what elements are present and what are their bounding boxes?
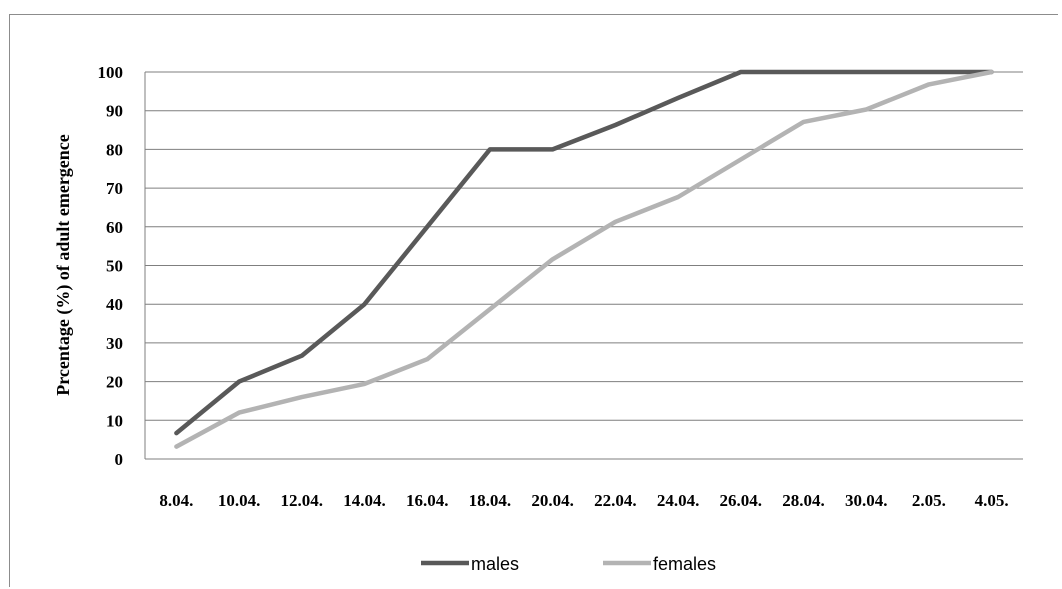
x-tick-label: 8.04.: [159, 491, 193, 510]
y-tick-label: 70: [106, 179, 123, 198]
chart-frame: [9, 14, 1058, 587]
x-tick-label: 28.04.: [782, 491, 825, 510]
x-tick-label: 16.04.: [406, 491, 449, 510]
y-tick-label: 40: [106, 295, 123, 314]
legend: males females: [421, 554, 716, 574]
series-lines: [174, 69, 994, 449]
y-tick-labels: 0 10 20 30 40 50 60 70 80 90 100: [98, 63, 124, 469]
y-tick-label: 10: [106, 411, 123, 430]
x-tick-label: 22.04.: [594, 491, 637, 510]
x-tick-label: 20.04.: [531, 491, 574, 510]
x-tick-label: 26.04.: [720, 491, 763, 510]
legend-label-females: females: [653, 554, 716, 574]
legend-label-males: males: [471, 554, 519, 574]
x-tick-label: 10.04.: [218, 491, 261, 510]
y-tick-label: 30: [106, 334, 123, 353]
y-tick-label: 90: [106, 102, 123, 121]
x-tick-label: 14.04.: [343, 491, 386, 510]
x-tick-label: 18.04.: [469, 491, 512, 510]
y-tick-label: 0: [115, 450, 124, 469]
x-tick-label: 4.05.: [975, 491, 1009, 510]
x-tick-label: 2.05.: [912, 491, 946, 510]
y-tick-label: 100: [98, 63, 124, 82]
series-line-females: [174, 69, 994, 449]
y-tick-label: 50: [106, 257, 123, 276]
y-tick-label: 60: [106, 218, 123, 237]
y-axis-title: Prcentage (%) of adult emergence: [53, 134, 74, 396]
y-tick-label: 80: [106, 140, 123, 159]
x-tick-label: 30.04.: [845, 491, 888, 510]
axes: [144, 72, 1023, 460]
x-tick-label: 24.04.: [657, 491, 700, 510]
series-line-males: [174, 69, 994, 436]
x-tick-labels: 8.04. 10.04. 12.04. 14.04. 16.04. 18.04. 20.04…: [159, 491, 1008, 510]
x-tick-label: 12.04.: [281, 491, 324, 510]
y-tick-label: 20: [106, 373, 123, 392]
